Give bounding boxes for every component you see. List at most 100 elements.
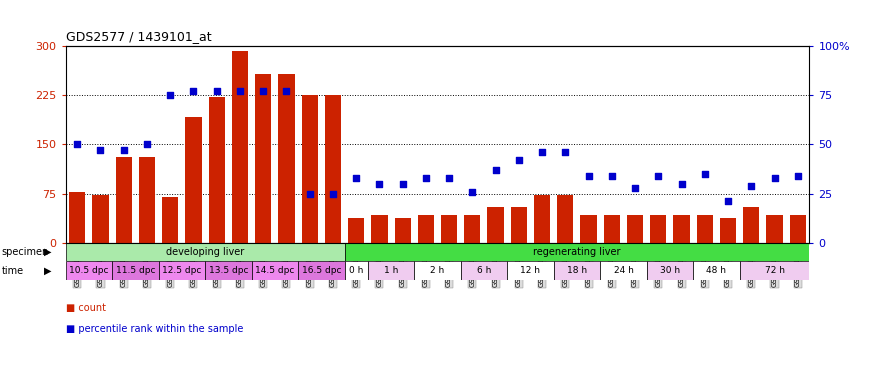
Point [279,88,293,94]
Point [256,88,270,94]
Bar [93,195,108,243]
Bar [232,51,248,243]
Point [396,180,410,187]
Bar [66,243,345,262]
Point [536,149,550,155]
Point [70,141,84,147]
Text: 2 h: 2 h [430,266,444,275]
Bar [345,243,809,262]
Point [466,189,480,195]
Bar [139,157,155,243]
Text: 12.5 dpc: 12.5 dpc [162,266,201,275]
Text: ▶: ▶ [45,266,52,276]
Point [512,157,526,163]
Text: ■ count: ■ count [66,303,106,313]
Text: 72 h: 72 h [765,266,785,275]
Point [582,173,596,179]
Text: 16.5 dpc: 16.5 dpc [302,266,341,275]
Point [488,167,502,173]
Point [349,175,363,181]
Bar [650,215,667,243]
Point [791,173,805,179]
Text: 48 h: 48 h [706,266,726,275]
Point [628,185,642,191]
Bar [604,215,620,243]
Text: developing liver: developing liver [166,247,244,257]
Bar [534,195,550,243]
Bar [302,95,318,243]
Point [721,198,735,204]
Bar [414,262,461,280]
Text: 18 h: 18 h [567,266,587,275]
Text: 13.5 dpc: 13.5 dpc [208,266,248,275]
Text: 30 h: 30 h [660,266,680,275]
Point [164,92,178,98]
Bar [417,215,434,243]
Point [210,88,224,94]
Bar [278,74,295,243]
Point [558,149,572,155]
Point [186,88,200,94]
Bar [696,215,713,243]
Bar [348,218,364,243]
Point [442,175,456,181]
Bar [600,262,647,280]
Text: 0 h: 0 h [349,266,363,275]
Point [697,171,711,177]
Bar [739,262,809,280]
Bar [441,215,458,243]
Bar [345,262,368,280]
Bar [205,262,252,280]
Point [303,190,317,197]
Bar [487,207,504,243]
Bar [557,195,573,243]
Text: ■ percentile rank within the sample: ■ percentile rank within the sample [66,324,243,334]
Bar [255,74,271,243]
Point [419,175,433,181]
Bar [395,218,410,243]
Bar [298,262,345,280]
Bar [674,215,690,243]
Text: 1 h: 1 h [384,266,398,275]
Bar [511,207,527,243]
Point [326,190,340,197]
Bar [507,262,554,280]
Point [116,147,130,153]
Point [140,141,154,147]
Bar [626,215,643,243]
Bar [647,262,693,280]
Text: ▶: ▶ [45,247,52,257]
Bar [66,262,112,280]
Bar [789,215,806,243]
Text: 12 h: 12 h [521,266,541,275]
Text: regenerating liver: regenerating liver [533,247,620,257]
Bar [368,262,414,280]
Bar [580,215,597,243]
Point [373,180,387,187]
Point [651,173,665,179]
Point [675,180,689,187]
Bar [158,262,205,280]
Bar [69,192,86,243]
Point [767,175,781,181]
Point [233,88,247,94]
Bar [693,262,739,280]
Bar [162,197,178,243]
Bar [465,215,480,243]
Text: 24 h: 24 h [613,266,634,275]
Bar [371,215,388,243]
Bar [208,97,225,243]
Bar [461,262,507,280]
Bar [112,262,158,280]
Bar [186,117,201,243]
Text: GDS2577 / 1439101_at: GDS2577 / 1439101_at [66,30,211,43]
Point [94,147,108,153]
Bar [252,262,298,280]
Bar [116,157,132,243]
Text: time: time [2,266,24,276]
Bar [554,262,600,280]
Text: 11.5 dpc: 11.5 dpc [116,266,155,275]
Text: 14.5 dpc: 14.5 dpc [255,266,295,275]
Bar [766,215,782,243]
Bar [720,218,736,243]
